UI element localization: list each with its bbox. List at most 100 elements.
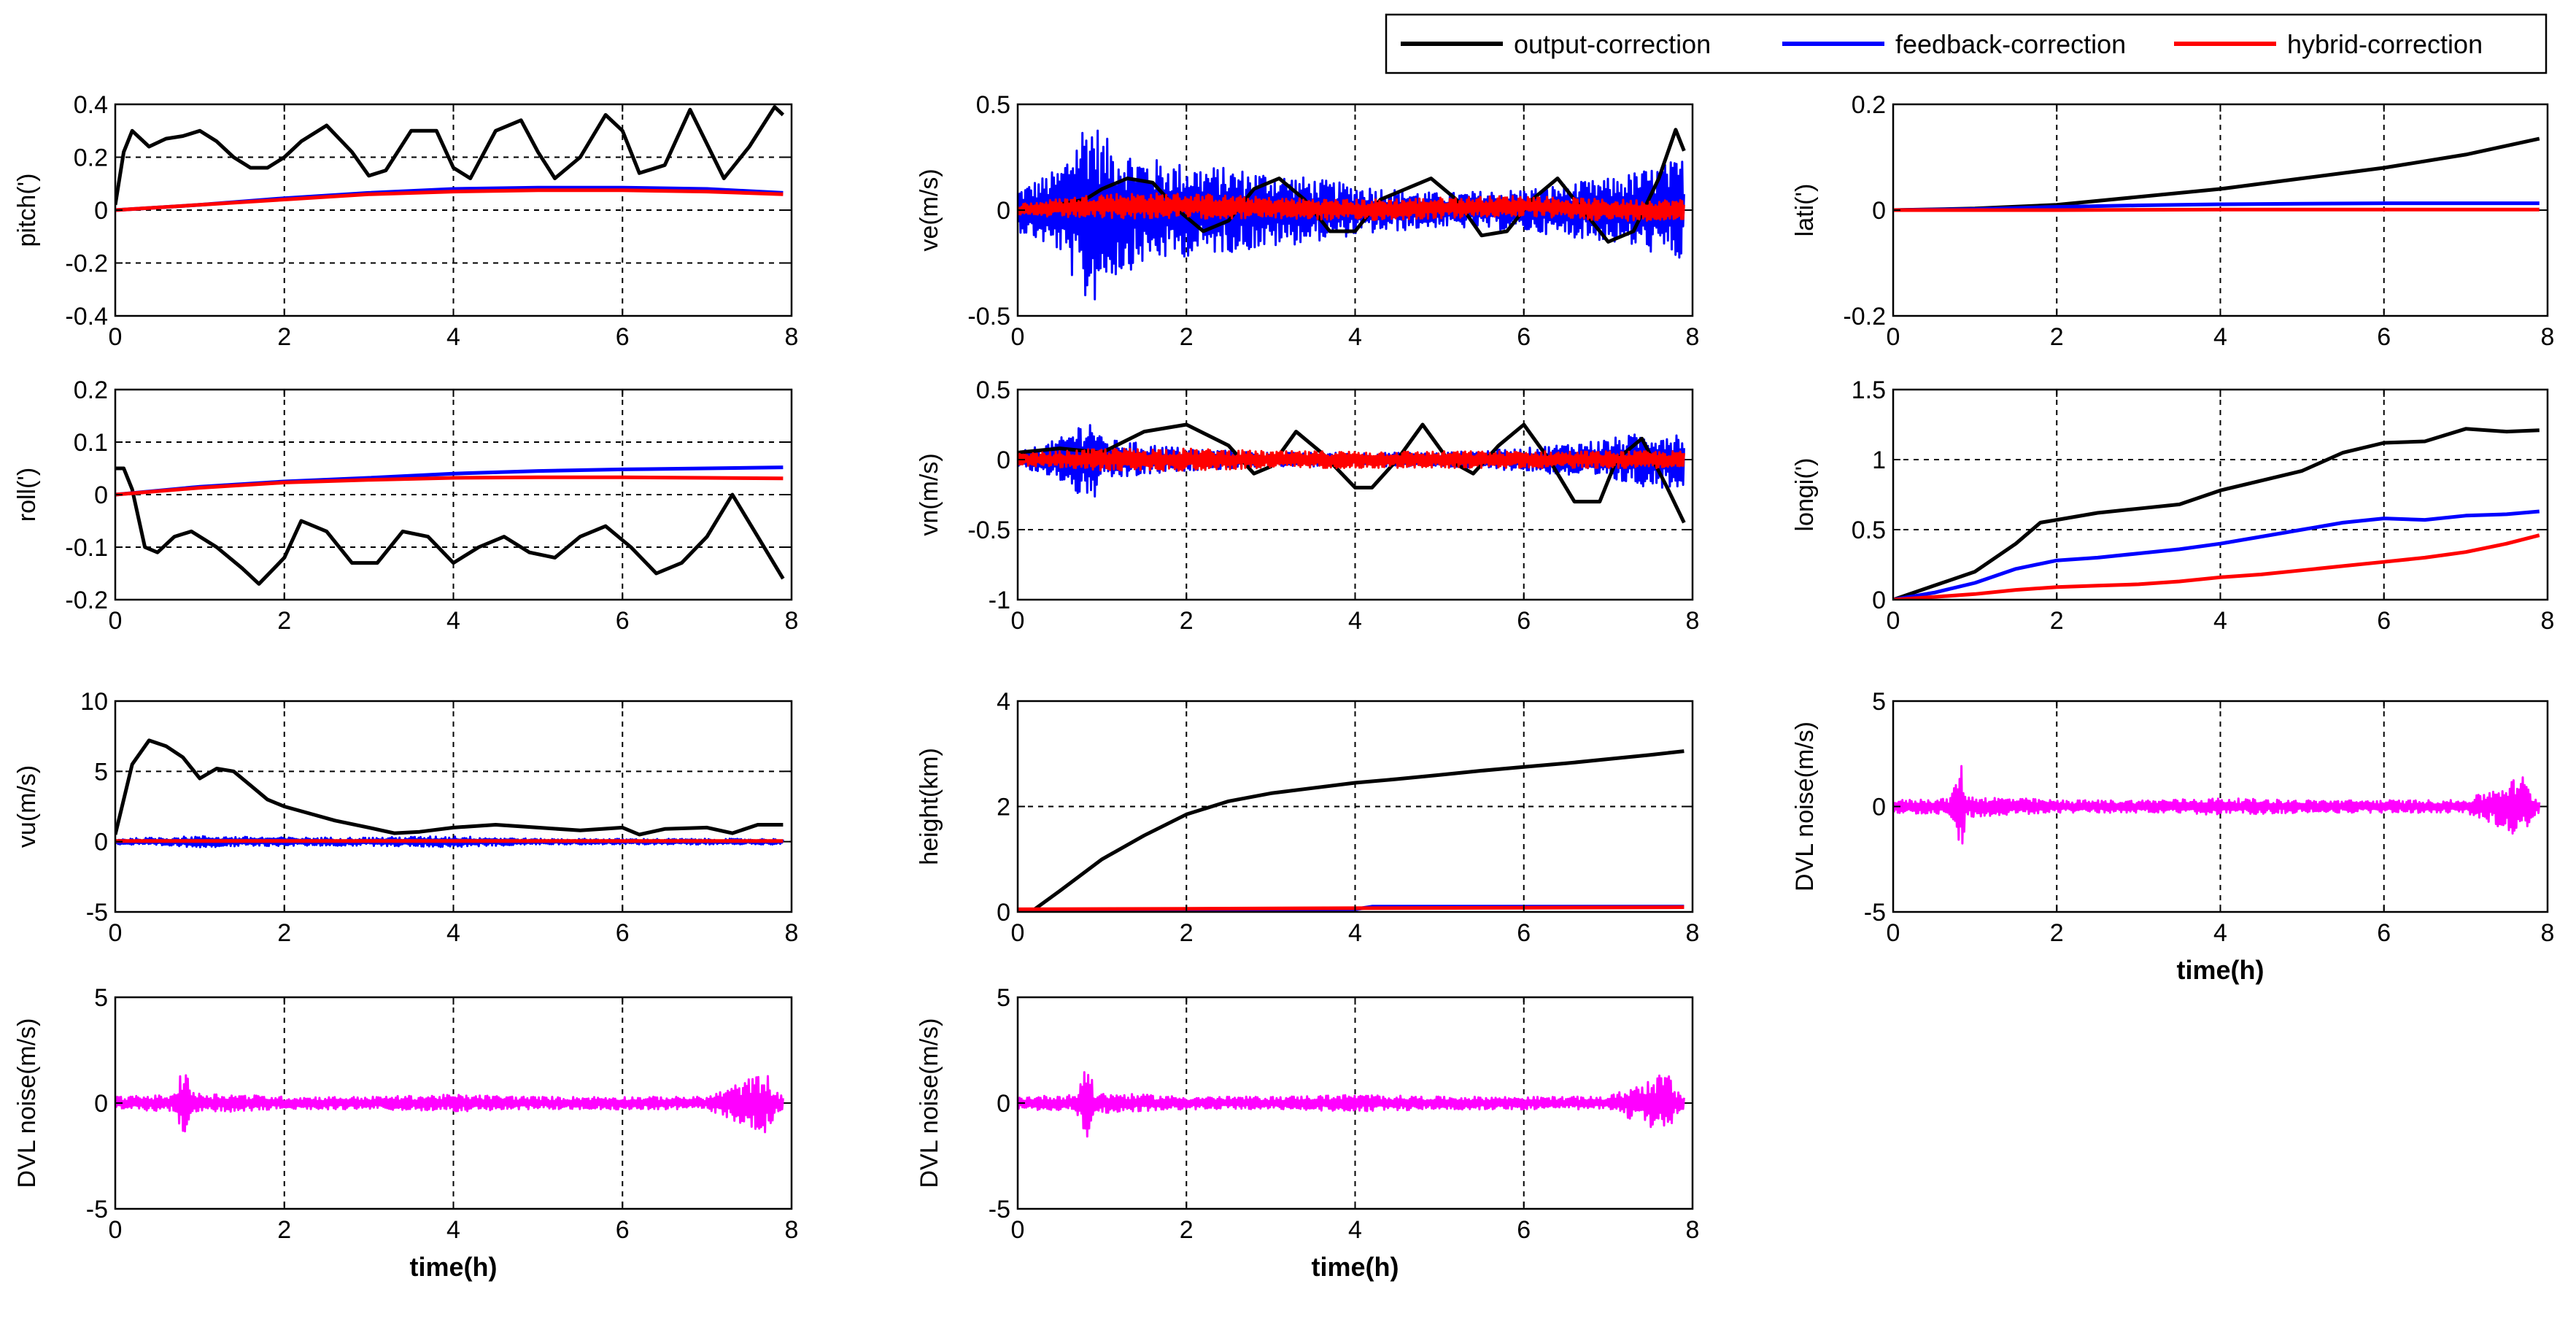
y-tick-label: 0.5: [976, 91, 1010, 119]
y-tick-label: -5: [989, 1196, 1010, 1223]
y-axis-label: DVL noise(m/s): [1791, 722, 1819, 891]
y-tick-label: 1: [1872, 446, 1886, 474]
series-line-hybrid-correction: [1018, 447, 1685, 472]
series-line-hybrid-correction: [1018, 192, 1685, 222]
x-tick-label: 6: [1517, 607, 1531, 635]
y-tick-label: 5: [997, 984, 1010, 1012]
y-tick-label: 0: [94, 829, 108, 856]
y-axis-label: ve(m/s): [916, 169, 943, 251]
panel-7: 0 2 4 6 8 4 2 0 height(km): [916, 688, 1699, 947]
x-tick-label: 4: [446, 607, 460, 635]
x-tick-label: 2: [1180, 607, 1194, 635]
y-axis-label: vn(m/s): [916, 453, 943, 535]
x-tick-label: 2: [1180, 919, 1194, 947]
y-tick-label: -0.2: [1843, 303, 1886, 330]
x-tick-label: 4: [2213, 607, 2227, 635]
x-tick-label: 2: [1180, 1216, 1194, 1244]
x-tick-label: 0: [1011, 323, 1025, 351]
series-line-hybrid-correction: [1893, 207, 2540, 212]
series-line-feedback-correction: [1893, 509, 2540, 600]
y-axis-label: DVL noise(m/s): [13, 1018, 41, 1188]
series-line-output-correction: [1018, 749, 1685, 912]
x-tick-label: 8: [785, 1216, 799, 1244]
legend-entry-label: hybrid-correction: [2287, 29, 2483, 59]
y-tick-label: 0.2: [74, 144, 108, 172]
x-tick-label: 6: [2377, 919, 2391, 947]
x-tick-label: 8: [1686, 607, 1700, 635]
x-tick-label: 2: [277, 323, 291, 351]
y-tick-label: 4: [997, 688, 1010, 716]
y-tick-label: 0: [997, 197, 1010, 225]
x-tick-label: 0: [109, 607, 123, 635]
x-tick-label: 2: [277, 919, 291, 947]
series-line-output-correction: [115, 738, 784, 837]
legend: output-correction feedback-correction hybr…: [1385, 13, 2548, 74]
x-tick-label: 2: [1180, 323, 1194, 351]
y-tick-label: -1: [989, 587, 1010, 614]
x-tick-label: 8: [2541, 919, 2555, 947]
y-tick-label: -0.2: [65, 250, 108, 278]
panel-4: 0 2 4 6 8 0.5 0 -0.5 -1 vn(m/s): [916, 376, 1699, 635]
y-tick-label: 0.1: [74, 429, 108, 457]
x-tick-label: 8: [1686, 919, 1700, 947]
series-line-dvl-noise: [1893, 765, 2541, 845]
x-tick-label: 0: [1011, 607, 1025, 635]
x-tick-label: 4: [446, 1216, 460, 1244]
x-tick-label: 2: [277, 1216, 291, 1244]
x-tick-label: 8: [1686, 1216, 1700, 1244]
series-line-hybrid-correction: [1018, 905, 1685, 911]
x-tick-label: 0: [1887, 323, 1900, 351]
y-tick-label: 5: [94, 758, 108, 786]
series-line-output-correction: [115, 105, 785, 206]
x-axis-label: time(h): [2177, 955, 2264, 985]
y-axis-label: longi('): [1791, 458, 1819, 532]
x-tick-label: 4: [1348, 1216, 1362, 1244]
x-tick-label: 6: [1517, 323, 1531, 351]
panel-0: 0 2 4 6 8 0.4 0.2 0 -0.2 -0.4 pitch('): [13, 91, 798, 351]
y-axis-label: pitch('): [13, 174, 41, 247]
x-tick-label: 6: [1517, 919, 1531, 947]
y-tick-label: -5: [86, 899, 108, 927]
x-tick-label: 0: [109, 1216, 123, 1244]
x-tick-label: 0: [1011, 919, 1025, 947]
x-tick-label: 8: [785, 607, 799, 635]
panel-3: 0 2 4 6 8 0.2 0.1 0 -0.1 -0.2 roll('): [13, 376, 798, 635]
x-axis-label: time(h): [410, 1252, 498, 1282]
y-tick-label: 0.2: [74, 376, 108, 404]
y-tick-label: 0: [1872, 794, 1886, 821]
y-tick-label: 0: [997, 446, 1010, 474]
x-axis-label: time(h): [1312, 1252, 1399, 1282]
y-axis-label: vu(m/s): [13, 765, 41, 848]
y-tick-label: -5: [1864, 899, 1886, 927]
x-tick-label: 6: [1517, 1216, 1531, 1244]
y-tick-label: -0.1: [65, 534, 108, 562]
y-tick-label: 0: [997, 1090, 1010, 1118]
panel-5: 0 2 4 6 8 1.5 1 0.5 0 longi('): [1791, 376, 2554, 635]
y-axis-label: lati('): [1791, 184, 1819, 237]
y-tick-label: 0: [94, 481, 108, 509]
y-tick-label: 0.5: [976, 376, 1010, 404]
x-tick-label: 8: [785, 919, 799, 947]
y-tick-label: 10: [80, 688, 108, 716]
y-tick-label: 0: [94, 197, 108, 225]
y-tick-label: -5: [86, 1196, 108, 1223]
y-tick-label: -0.2: [65, 587, 108, 614]
y-tick-label: 0: [997, 899, 1010, 927]
x-tick-label: 4: [446, 919, 460, 947]
series-line-output-correction: [1893, 427, 2540, 600]
series-line-hybrid-correction: [115, 475, 784, 497]
x-tick-label: 4: [2213, 323, 2227, 351]
x-tick-label: 6: [616, 1216, 630, 1244]
y-axis-label: height(km): [916, 748, 943, 865]
legend-entry-label: output-correction: [1514, 29, 1711, 59]
x-tick-label: 8: [2541, 323, 2555, 351]
x-tick-label: 6: [616, 323, 630, 351]
y-tick-label: 2: [997, 794, 1010, 821]
y-tick-label: 1.5: [1852, 376, 1886, 404]
x-tick-label: 4: [2213, 919, 2227, 947]
